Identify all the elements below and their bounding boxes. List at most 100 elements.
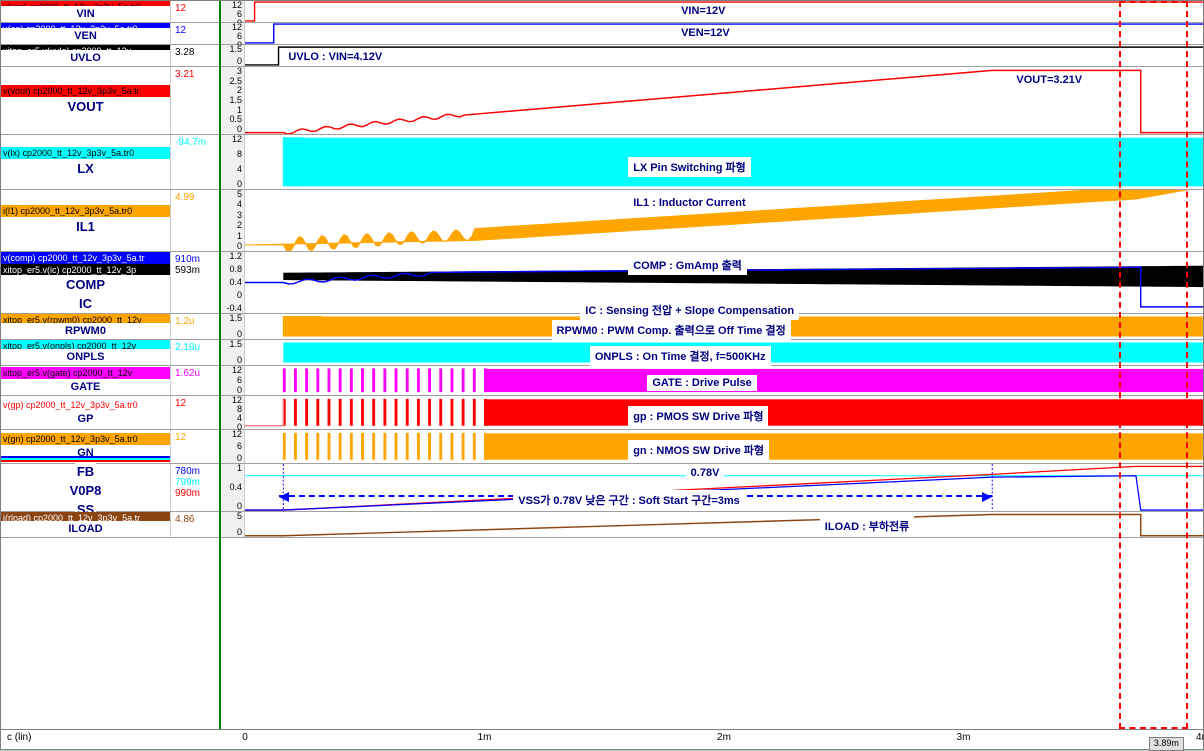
signal-label: VEN (72, 28, 99, 44)
annotation: ILOAD : 부하전류 (820, 516, 914, 536)
plot-row-ven[interactable]: 1260 VEN=12V (221, 23, 1203, 45)
xtick: 0 (242, 732, 248, 743)
sidebar-row-lx: v(lx) cp2000_tt_12v_3p3v_5a.tr0LX-94.7m (1, 135, 219, 190)
y-axis: 1.50 (221, 314, 245, 339)
signal-tag[interactable]: v(comp) cp2000_tt_12v_3p3v_5a.tr (1, 252, 170, 264)
y-axis: 50 (221, 512, 245, 537)
annotation: VEN=12V (676, 25, 735, 41)
plot-row-uvlo[interactable]: 1.50 UVLO : VIN=4.12V (221, 45, 1203, 67)
y-axis: 12840 (221, 396, 245, 429)
waveform-area: LX Pin Switching 파형 (245, 135, 1203, 189)
signal-value: 12 (173, 25, 217, 36)
sidebar-row-gp: v(gp) cp2000_tt_12v_3p3v_5a.tr0GP12 (1, 396, 219, 430)
sidebar-row-comp: v(comp) cp2000_tt_12v_3p3v_5a.trxitop_er… (1, 252, 219, 314)
signal-label: IC (77, 294, 94, 313)
annotation: UVLO : VIN=4.12V (283, 49, 387, 65)
signal-tag[interactable]: xitop_er5.v(rpwm0) cp2000_tt_12v (1, 314, 170, 323)
signal-value: 910m (173, 254, 217, 265)
xtick: 2m (717, 732, 731, 743)
signal-label: IL1 (74, 217, 97, 236)
annotation: gn : NMOS SW Drive 파형 (628, 440, 769, 460)
plot-row-il1[interactable]: 543210IL1 : Inductor Current (221, 190, 1203, 252)
waveform-area: VIN=12V (245, 1, 1203, 22)
sidebar-row-vin: v(vcc) cp2000_tt_12v_3p3v_5a.tr0VIN12 (1, 1, 219, 23)
signal-value: 12 (173, 3, 217, 14)
signal-value: 1.2u (173, 316, 217, 327)
xtick: 3m (957, 732, 971, 743)
plot-row-vin[interactable]: 1260 VIN=12V (221, 1, 1203, 23)
signal-value: 3.21 (173, 69, 217, 80)
plot-row-gp[interactable]: 12840gp : PMOS SW Drive 파형 (221, 396, 1203, 430)
waveform-area: ONPLS : On Time 결정, f=500KHz (245, 340, 1203, 365)
plot-row-gate[interactable]: 1260GATE : Drive Pulse (221, 366, 1203, 396)
annotation: GATE : Drive Pulse (647, 375, 756, 391)
y-axis: 10.40 (221, 464, 245, 511)
sidebar-row-vout: v(vout) cp2000_tt_12v_3p3v_5a.trVOUT 3.21 (1, 67, 219, 135)
signal-value: 780m (173, 466, 217, 477)
sidebar-row-iload: i(rload) cp2000_tt_12v_3p3v_5a.trILOAD 4.… (1, 512, 219, 538)
signal-tag[interactable]: xitop_er5.v(gate) cp2000_tt_12v (1, 367, 170, 379)
signal-tag[interactable]: v(gp) cp2000_tt_12v_3p3v_5a.tr0 (1, 399, 170, 411)
plot-area[interactable]: 1260 VIN=12V 1260 VEN=12V 1.50 UVLO : VIN=4.1… (221, 1, 1203, 729)
waveform-area: VEN=12V (245, 23, 1203, 44)
xaxis-label: c (lin) (1, 730, 221, 749)
xtick: 1m (478, 732, 492, 743)
signal-tag[interactable]: i(l1) cp2000_tt_12v_3p3v_5a.tr0 (1, 205, 170, 217)
signal-sidebar: v(vcc) cp2000_tt_12v_3p3v_5a.tr0VIN12v(e… (1, 1, 221, 729)
signal-label: V0P8 (68, 481, 104, 500)
plot-row-gn[interactable]: 1260 gn : NMOS SW Drive 파형 (221, 430, 1203, 464)
waveform-area: COMP : GmAmp 출력IC : Sensing 전압 + Slope C… (245, 252, 1203, 313)
waveform-area: VOUT=3.21V (245, 67, 1203, 134)
signal-tag[interactable]: v(gn) cp2000_tt_12v_3p3v_5a.tr0 (1, 433, 170, 445)
sidebar-row-fb: v(fb) cp2000_tt_12v_3p3v_5a.tr0xitop_er5… (1, 464, 219, 512)
y-axis: 1.50 (221, 45, 245, 66)
waveform-area: 0.78VVSS가 0.78V 낮은 구간 : Soft Start 구간=3m… (245, 464, 1203, 511)
waveform-area: gn : NMOS SW Drive 파형 (245, 430, 1203, 463)
xtick: 4m (1196, 732, 1204, 743)
y-axis: 1.20.80.40-0.4 (221, 252, 245, 313)
plot-row-comp[interactable]: 1.20.80.40-0.4COMP : GmAmp 출력IC : Sensin… (221, 252, 1203, 314)
signal-value: 593m (173, 265, 217, 276)
signal-tag[interactable]: xitop_er5.v(onpls) cp2000_tt_12v (1, 340, 170, 349)
plot-row-fb[interactable]: 10.400.78VVSS가 0.78V 낮은 구간 : Soft Start … (221, 464, 1203, 512)
signal-tag[interactable]: i(rload) cp2000_tt_12v_3p3v_5a.tr (1, 512, 170, 521)
signal-value: 12 (173, 432, 217, 443)
signal-value: 4.86 (173, 514, 217, 525)
signal-label: ILOAD (66, 521, 104, 537)
waveform-area: ILOAD : 부하전류 (245, 512, 1203, 537)
sidebar-row-gate: xitop_er5.v(gate) cp2000_tt_12vGATE1.62u (1, 366, 219, 396)
signal-value: 990m (173, 488, 217, 499)
signal-value: 799m (173, 477, 217, 488)
signal-value: 12 (173, 398, 217, 409)
signal-value: 2.18u (173, 342, 217, 353)
signal-label: UVLO (68, 50, 103, 66)
signal-label: RPWM0 (63, 323, 108, 339)
annotation: VIN=12V (676, 3, 730, 19)
plot-row-iload[interactable]: 50 ILOAD : 부하전류 (221, 512, 1203, 538)
waveform-area: IL1 : Inductor Current (245, 190, 1203, 251)
annotation: VOUT=3.21V (1011, 72, 1087, 88)
signal-value: 3.28 (173, 47, 217, 58)
signal-label: VOUT (65, 97, 105, 116)
annotation: 0.78V (686, 465, 725, 481)
y-axis: 1260 (221, 1, 245, 22)
signal-value: 4.99 (173, 192, 217, 203)
signal-label: GATE (69, 379, 103, 395)
y-axis: 1260 (221, 430, 245, 463)
y-axis: 1260 (221, 23, 245, 44)
annotation: ONPLS : On Time 결정, f=500KHz (590, 346, 771, 366)
plot-row-vout[interactable]: 32.521.510.50VOUT=3.21V (221, 67, 1203, 135)
plot-row-onpls[interactable]: 1.50ONPLS : On Time 결정, f=500KHz (221, 340, 1203, 366)
waveform-area: UVLO : VIN=4.12V (245, 45, 1203, 66)
main-area: v(vcc) cp2000_tt_12v_3p3v_5a.tr0VIN12v(e… (1, 1, 1203, 729)
annotation: RPWM0 : PWM Comp. 출력으로 Off Time 결정 (552, 320, 791, 340)
signal-label: VIN (74, 6, 96, 22)
cursor-readout[interactable]: 3.89m (1149, 737, 1184, 751)
signal-tag[interactable]: v(vout) cp2000_tt_12v_3p3v_5a.tr (1, 85, 170, 97)
annotation: LX Pin Switching 파형 (628, 157, 751, 177)
x-axis: c (lin) 0 1m 2m 3m 4m 3.89m (1, 729, 1203, 749)
y-axis: 12840 (221, 135, 245, 189)
signal-tag[interactable]: v(lx) cp2000_tt_12v_3p3v_5a.tr0 (1, 147, 170, 159)
signal-tag[interactable]: xitop_er5.v(ic) cp2000_tt_12v_3p (1, 264, 170, 276)
plot-row-lx[interactable]: 12840 LX Pin Switching 파형 (221, 135, 1203, 190)
